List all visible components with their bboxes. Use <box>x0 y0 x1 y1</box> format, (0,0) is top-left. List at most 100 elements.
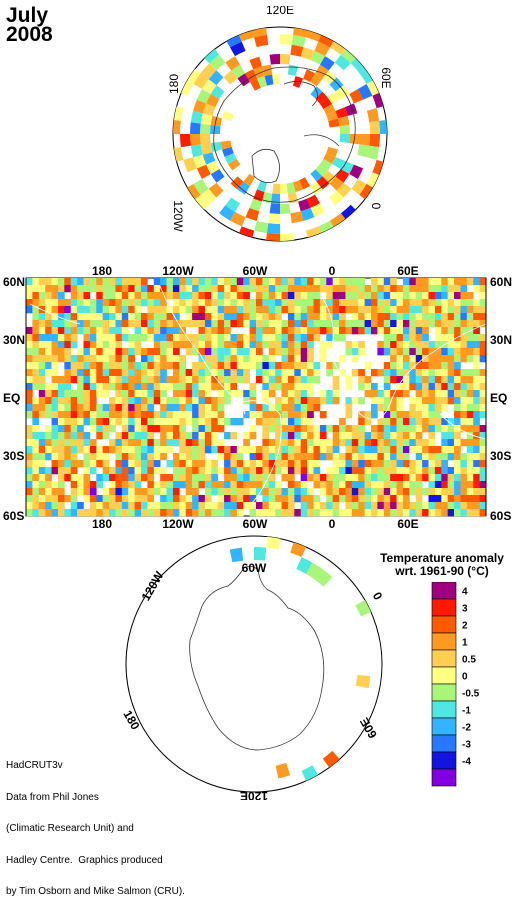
anomaly-cell <box>268 502 276 510</box>
anomaly-cell <box>473 376 480 384</box>
anomaly-cell <box>396 376 404 384</box>
anomaly-cell <box>300 383 308 391</box>
credit-line: (Climatic Research Unit) and <box>6 823 134 834</box>
anomaly-cell <box>313 495 321 503</box>
anomaly-cell <box>396 362 404 370</box>
anomaly-cell <box>89 509 97 517</box>
anomaly-cell <box>479 355 487 363</box>
anomaly-cell <box>454 467 461 475</box>
anomaly-cell <box>128 306 135 314</box>
anomaly-cell <box>134 425 142 433</box>
anomaly-cell <box>115 502 123 510</box>
anomaly-cell <box>300 502 308 510</box>
anomaly-cell <box>371 383 378 391</box>
anomaly-cell <box>109 425 116 433</box>
anomaly-cell <box>256 355 263 363</box>
anomaly-cell <box>358 299 365 307</box>
anomaly-cell <box>287 397 295 405</box>
anomaly-cell <box>115 355 123 363</box>
anomaly-cell <box>179 334 187 342</box>
anomaly-cell <box>83 404 91 412</box>
anomaly-cell <box>96 390 103 398</box>
anomaly-cell <box>70 362 78 370</box>
anomaly-cell <box>275 376 282 384</box>
anomaly-cell <box>428 348 436 356</box>
anomaly-cell <box>268 481 276 489</box>
anomaly-cell <box>245 207 260 221</box>
anomaly-cell <box>89 439 97 447</box>
anomaly-cell <box>109 278 116 286</box>
anomaly-cell <box>294 306 302 314</box>
anomaly-cell <box>121 383 129 391</box>
anomaly-cell <box>230 41 246 57</box>
anomaly-cell <box>307 320 314 328</box>
anomaly-cell <box>473 439 480 447</box>
anomaly-cell <box>358 495 365 503</box>
anomaly-cell <box>434 292 442 300</box>
anomaly-cell <box>402 348 410 356</box>
anomaly-cell <box>351 355 359 363</box>
anomaly-cell <box>249 495 257 503</box>
anomaly-cell <box>466 390 474 398</box>
anomaly-cell <box>115 397 123 405</box>
anomaly-cell <box>224 418 231 426</box>
anomaly-cell <box>275 439 282 447</box>
anomaly-cell <box>328 190 344 206</box>
anomaly-cell <box>319 306 327 314</box>
anomaly-cell <box>121 320 129 328</box>
anomaly-cell <box>109 467 116 475</box>
anomaly-cell <box>26 509 33 517</box>
legend-swatch <box>431 734 457 753</box>
anomaly-cell <box>51 306 59 314</box>
anomaly-cell <box>32 376 40 384</box>
anomaly-cell <box>217 313 225 321</box>
anomaly-cell <box>396 383 404 391</box>
anomaly-cell <box>89 467 97 475</box>
anomaly-cell <box>339 355 346 363</box>
anomaly-cell <box>313 327 321 335</box>
anomaly-cell <box>204 376 212 384</box>
anomaly-cell <box>262 320 270 328</box>
legend-label: -1 <box>462 706 471 717</box>
anomaly-cell <box>313 460 321 468</box>
anomaly-cell <box>268 292 276 300</box>
anomaly-cell <box>307 376 314 384</box>
anomaly-cell <box>371 439 378 447</box>
anomaly-cell <box>396 488 404 496</box>
anomaly-cell <box>243 285 250 293</box>
anomaly-cell <box>294 425 302 433</box>
anomaly-cell <box>287 467 295 475</box>
anomaly-cell <box>83 383 91 391</box>
anomaly-cell <box>236 495 244 503</box>
anomaly-cell <box>64 425 72 433</box>
anomaly-cell <box>121 390 129 398</box>
legend-label: 2 <box>462 621 468 632</box>
anomaly-cell <box>160 432 167 440</box>
anomaly-cell <box>466 411 474 419</box>
anomaly-cell <box>281 362 289 370</box>
anomaly-cell <box>77 355 84 363</box>
anomaly-cell <box>275 481 282 489</box>
anomaly-cell <box>358 488 365 496</box>
anomaly-cell <box>96 502 103 510</box>
anomaly-cell <box>209 54 226 71</box>
anomaly-cell <box>332 285 340 293</box>
anomaly-cell <box>217 299 225 307</box>
anomaly-cell <box>45 446 52 454</box>
anomaly-cell <box>358 341 365 349</box>
anomaly-cell <box>326 111 338 122</box>
anomaly-cell <box>454 495 461 503</box>
anomaly-cell <box>200 63 217 80</box>
anomaly-cell <box>307 299 314 307</box>
anomaly-cell <box>307 292 314 300</box>
anomaly-cell <box>390 348 397 356</box>
anomaly-cell <box>224 153 237 164</box>
anomaly-cell <box>377 509 385 517</box>
anomaly-cell <box>223 70 238 85</box>
anomaly-cell <box>253 66 265 79</box>
anomaly-cell <box>57 383 65 391</box>
anomaly-cell <box>332 383 340 391</box>
anomaly-cell <box>141 383 148 391</box>
anomaly-cell <box>26 299 33 307</box>
anomaly-cell <box>422 299 429 307</box>
